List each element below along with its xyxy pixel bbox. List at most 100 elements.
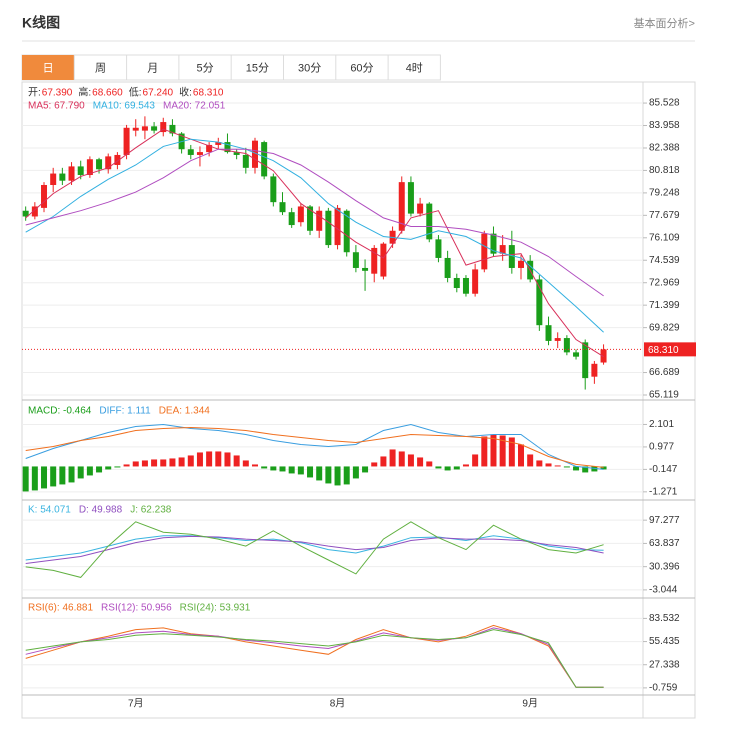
candle-body — [343, 210, 350, 253]
info-label: 低: — [129, 86, 142, 99]
last-price-tag — [644, 342, 696, 357]
macd-bar — [233, 455, 240, 467]
candle-body — [499, 245, 506, 254]
last-price-label: 68.310 — [648, 345, 679, 356]
indicator-line — [25, 535, 604, 561]
candle-body — [279, 202, 286, 213]
macd-bar — [573, 466, 580, 471]
legend-entry: RSI(6): 46.881 — [28, 603, 93, 614]
legend-entry: DIFF: 1.111 — [99, 406, 151, 417]
macd-bar — [59, 466, 66, 485]
candle-body — [563, 338, 570, 353]
info-value: 67.390 — [42, 88, 73, 99]
macd-bar — [105, 466, 112, 470]
candle-body — [325, 210, 332, 246]
candle-body — [141, 126, 148, 131]
tab[interactable]: 月 — [147, 62, 158, 74]
title: K线图 — [22, 15, 60, 31]
analysis-link[interactable]: 基本面分析> — [634, 16, 695, 30]
macd-bar — [50, 466, 57, 487]
macd-bar — [178, 457, 185, 467]
info-value: 67.240 — [143, 88, 174, 99]
candle-body — [453, 277, 460, 288]
candle-body — [251, 140, 258, 168]
macd-bar — [325, 466, 332, 484]
legend-entry: MACD: -0.464 — [28, 406, 92, 417]
macd-bar — [261, 466, 268, 469]
candle-body — [472, 269, 479, 294]
candle-body — [435, 239, 442, 258]
macd-bar — [499, 435, 506, 467]
candle-body — [307, 206, 314, 231]
macd-bar — [141, 460, 148, 467]
x-tick-label: 9月 — [522, 698, 538, 710]
macd-bar — [160, 459, 167, 467]
indicator-line — [25, 148, 604, 297]
tab[interactable]: 4时 — [406, 61, 423, 74]
indicator-line — [25, 128, 604, 358]
macd-bar — [362, 466, 369, 473]
candle-body — [233, 152, 240, 155]
y-tick-label: 0.977 — [649, 442, 674, 453]
y-tick-label: -0.759 — [649, 683, 678, 694]
macd-bar — [453, 466, 460, 470]
indicator-line — [25, 627, 604, 688]
tab[interactable]: 周 — [95, 61, 106, 74]
tab[interactable]: 5分 — [196, 61, 213, 74]
y-tick-label: -1.271 — [649, 486, 678, 497]
tab[interactable]: 日 — [43, 62, 54, 74]
indicator-line — [25, 138, 604, 333]
macd-bar — [444, 466, 451, 471]
y-tick-label: 82.388 — [649, 143, 680, 154]
macd-bar — [371, 462, 378, 467]
candle-body — [417, 203, 424, 214]
macd-bar — [380, 456, 387, 467]
macd-bar — [41, 466, 48, 489]
y-tick-label: 77.679 — [649, 210, 680, 221]
macd-bar — [151, 459, 158, 467]
legend-entry: J: 62.238 — [130, 505, 172, 516]
macd-bar — [435, 466, 442, 469]
tab[interactable]: 15分 — [246, 61, 269, 74]
macd-bar — [582, 466, 589, 473]
candle-body — [600, 349, 607, 363]
macd-bar — [96, 466, 103, 473]
y-tick-label: 27.338 — [649, 659, 680, 670]
tab[interactable]: 60分 — [350, 61, 373, 74]
candle-body — [224, 142, 231, 153]
candle-body — [59, 173, 66, 181]
candle-body — [187, 149, 194, 155]
macd-bar — [554, 465, 561, 467]
candle-body — [462, 277, 469, 294]
y-tick-label: -0.147 — [649, 464, 678, 475]
candle-body — [334, 207, 341, 246]
candle-body — [545, 325, 552, 341]
y-tick-label: 97.277 — [649, 515, 680, 526]
macd-bar — [196, 452, 203, 467]
candle-body — [380, 243, 387, 277]
indicator-line — [25, 521, 604, 578]
indicator-line — [25, 629, 604, 688]
x-tick-label: 8月 — [330, 698, 346, 710]
candle-body — [77, 166, 84, 175]
macd-bar — [518, 444, 525, 467]
macd-bar — [187, 455, 194, 467]
macd-bar — [490, 434, 497, 467]
indicator-line — [25, 535, 604, 564]
y-tick-label: 2.101 — [649, 419, 674, 430]
tab[interactable]: 30分 — [298, 61, 321, 74]
macd-bar — [481, 436, 488, 467]
candle-body — [123, 127, 130, 155]
candle-body — [86, 159, 93, 175]
macd-bar — [68, 466, 75, 483]
y-tick-label: 80.818 — [649, 165, 680, 176]
candle-body — [31, 206, 38, 217]
candle-body — [573, 352, 580, 357]
macd-bar — [545, 463, 552, 467]
candle-body — [270, 176, 277, 203]
y-tick-label: 65.119 — [649, 390, 679, 401]
macd-bar — [407, 454, 414, 467]
candle-body — [132, 127, 139, 131]
y-tick-label: 63.837 — [649, 538, 680, 549]
macd-bar — [334, 466, 341, 486]
